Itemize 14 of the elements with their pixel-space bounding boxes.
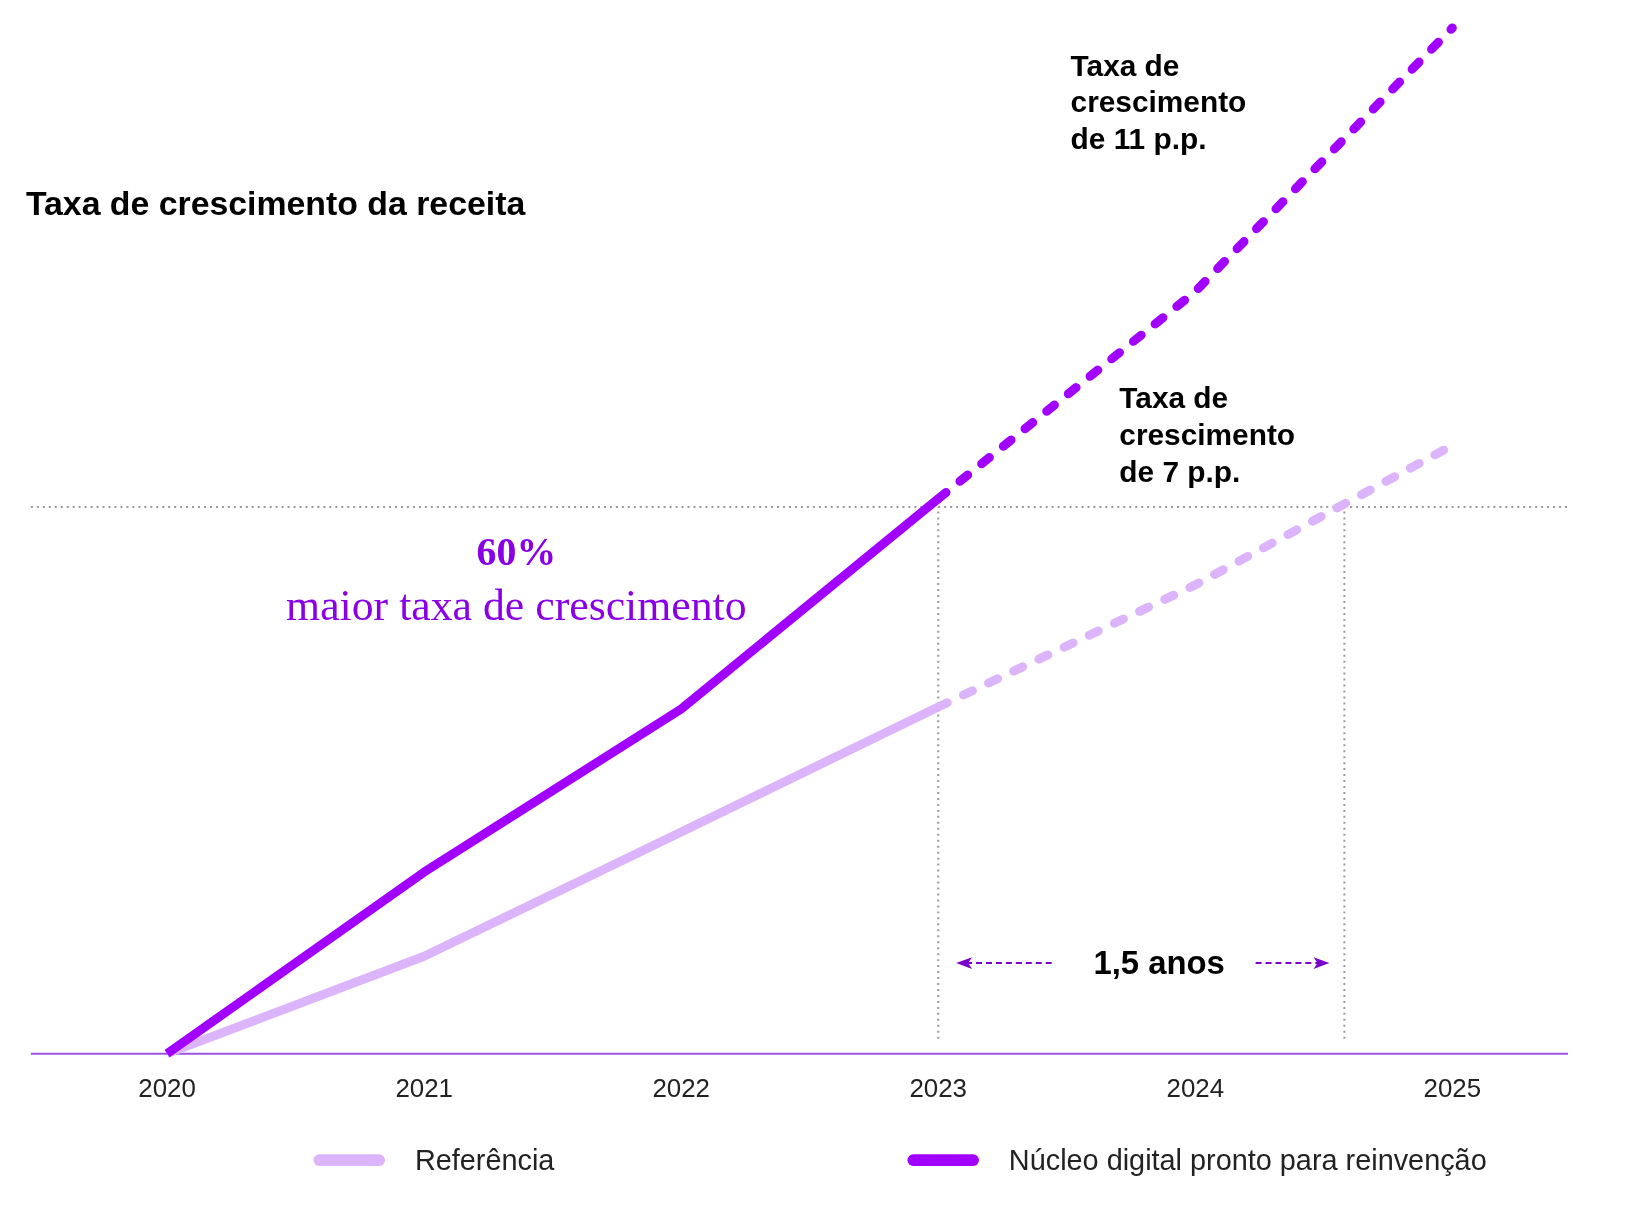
legend-label: Núcleo digital pronto para reinvenção — [1008, 1144, 1487, 1177]
annotation: 1,5 anos — [1093, 944, 1225, 982]
annotation: Taxa de crescimento de 7 p.p. — [1119, 380, 1296, 488]
x-tick-label: 2020 — [138, 1074, 196, 1103]
x-tick-label: 2022 — [652, 1074, 710, 1103]
annotation: maior taxa de crescimento — [286, 580, 747, 629]
annotation: 60% — [476, 530, 557, 575]
text: Taxa de crescimento da receita — [25, 183, 527, 222]
annotation: Taxa de crescimento de 11 p.p. — [1070, 48, 1247, 156]
x-tick-label: 2024 — [1166, 1074, 1225, 1103]
legend-label: Referência — [414, 1144, 556, 1177]
x-tick-label: 2025 — [1423, 1074, 1482, 1103]
x-tick-label: 2021 — [395, 1074, 453, 1103]
x-tick-label: 2023 — [909, 1074, 968, 1103]
